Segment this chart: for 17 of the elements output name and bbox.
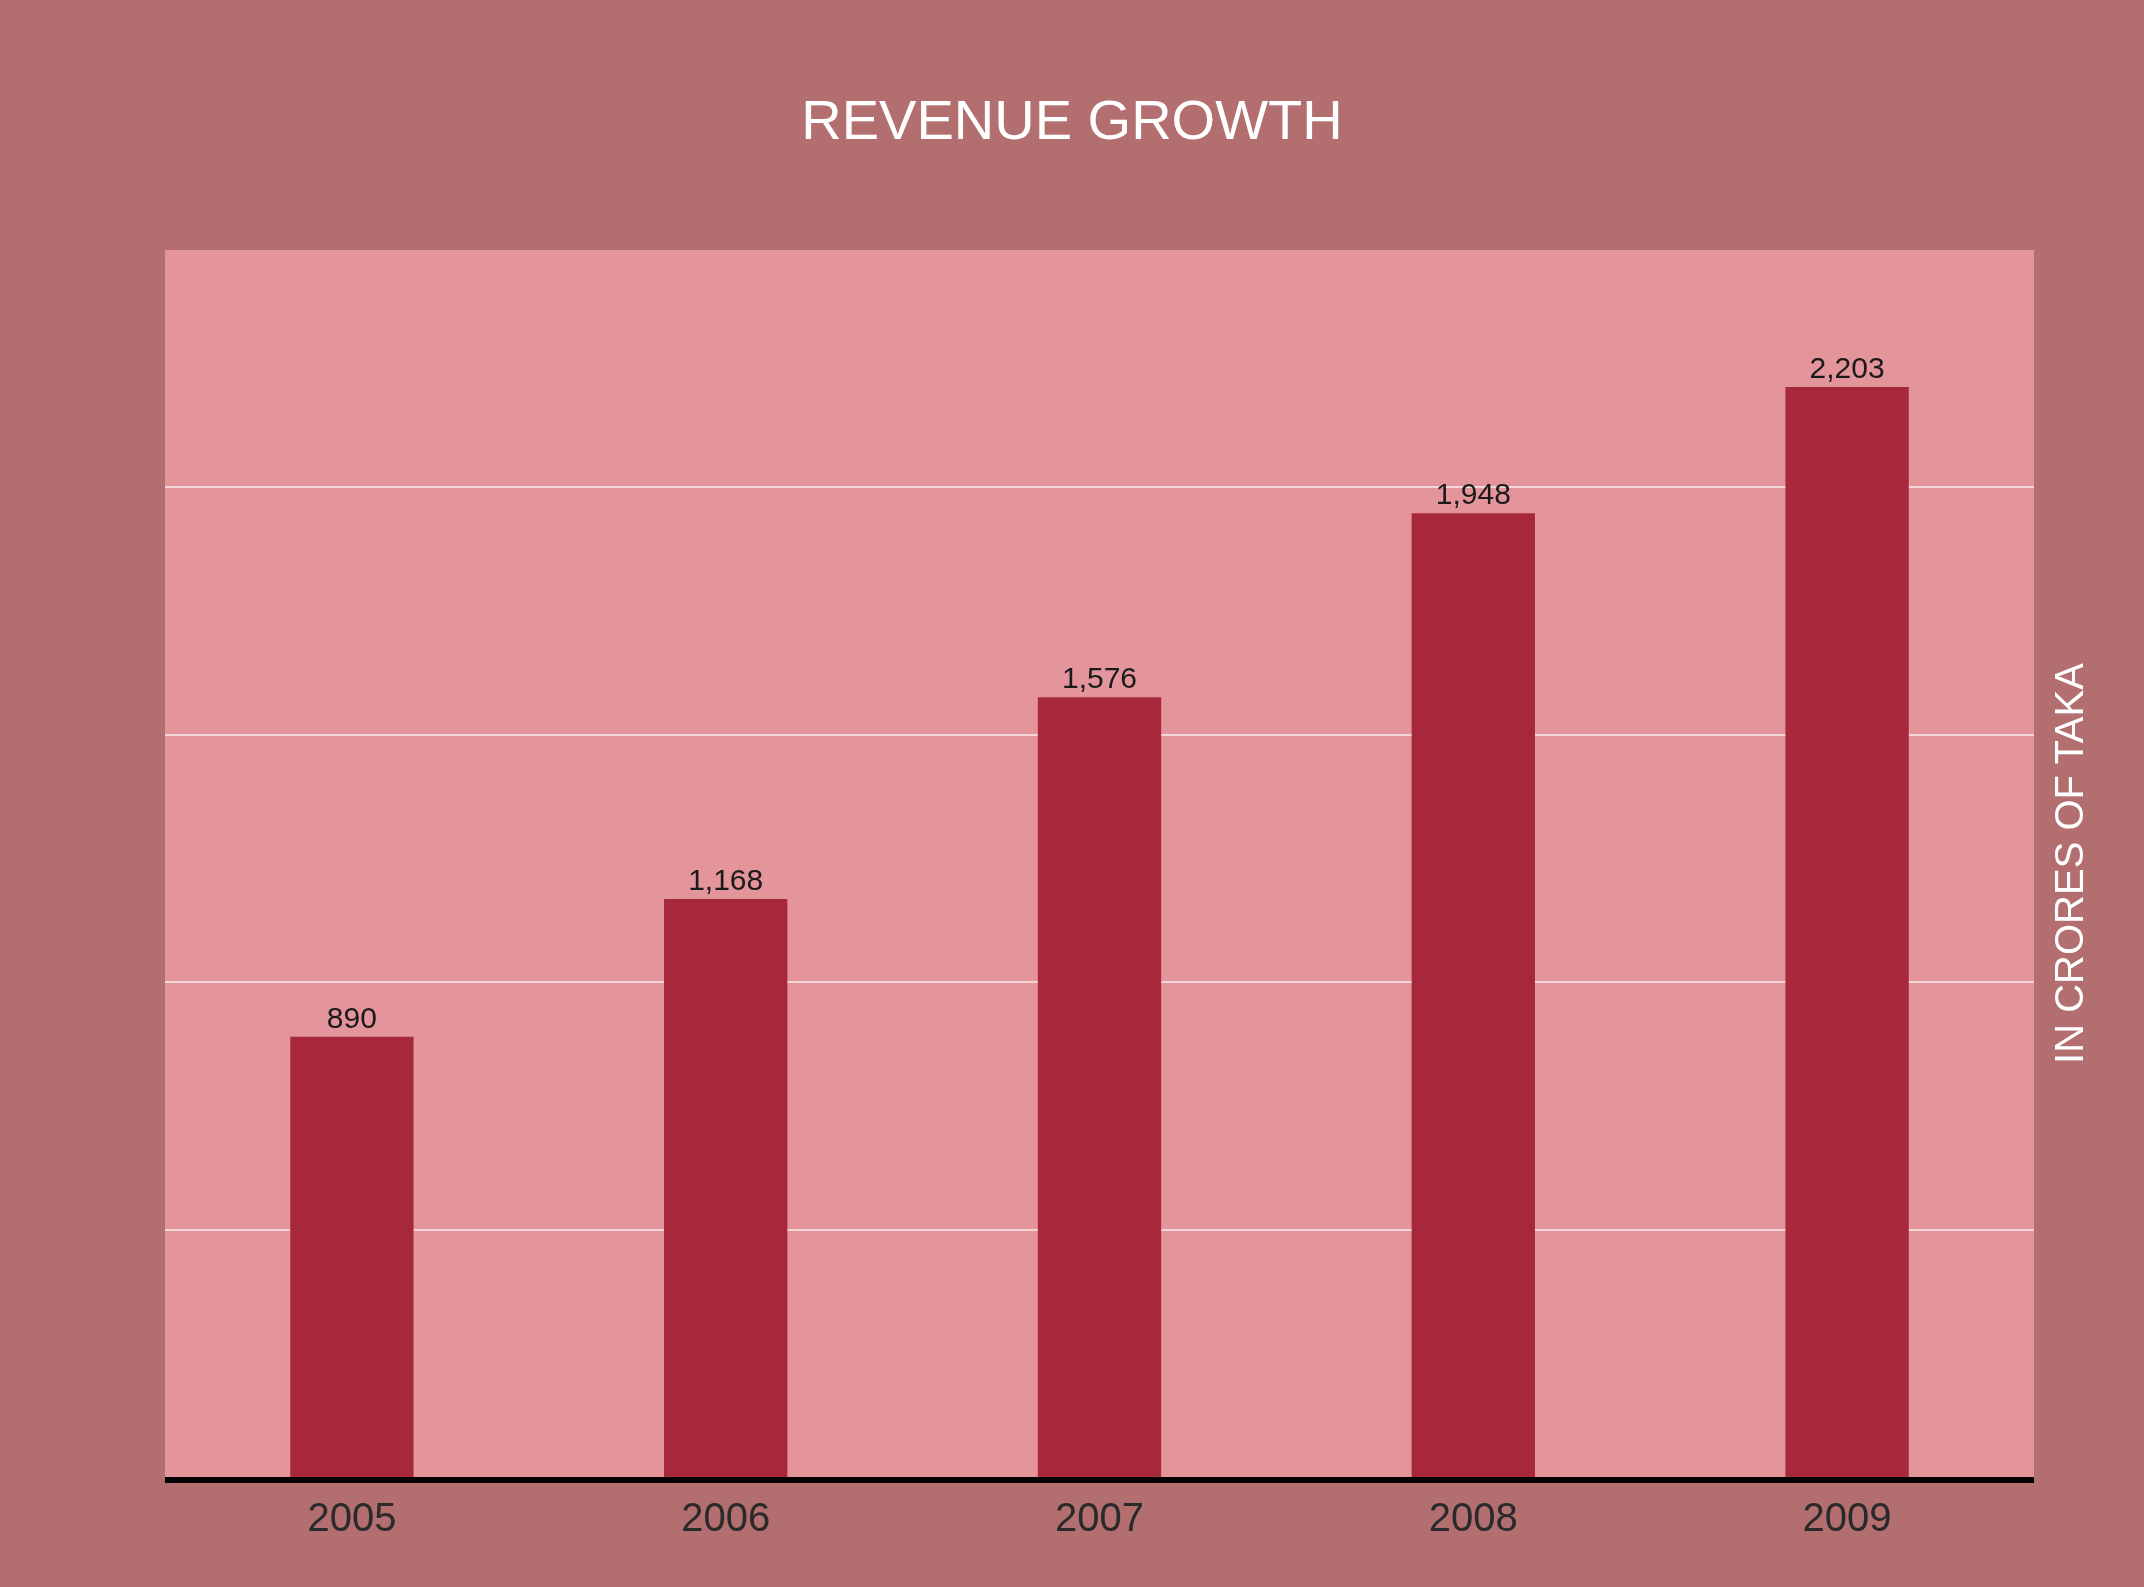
chart-title: REVENUE GROWTH [801, 87, 1343, 151]
data-label: 1,168 [688, 863, 764, 897]
x-tick-label: 2007 [1055, 1495, 1144, 1539]
data-label: 890 [326, 1000, 377, 1034]
bar [290, 1036, 414, 1477]
bar [664, 899, 788, 1477]
y-axis-title: IN CRORES OF TAKA [2046, 662, 2091, 1064]
bar [1785, 387, 1909, 1477]
bar [1037, 697, 1162, 1477]
x-tick-label: 2005 [307, 1495, 397, 1539]
data-label: 1,948 [1435, 477, 1511, 511]
x-tick-label: 2009 [1802, 1495, 1892, 1539]
x-tick-label: 2008 [1428, 1495, 1518, 1539]
data-label: 1,576 [1061, 661, 1138, 695]
bar [1411, 513, 1535, 1477]
x-tick-label: 2006 [681, 1495, 771, 1539]
data-label: 2,203 [1809, 351, 1885, 385]
